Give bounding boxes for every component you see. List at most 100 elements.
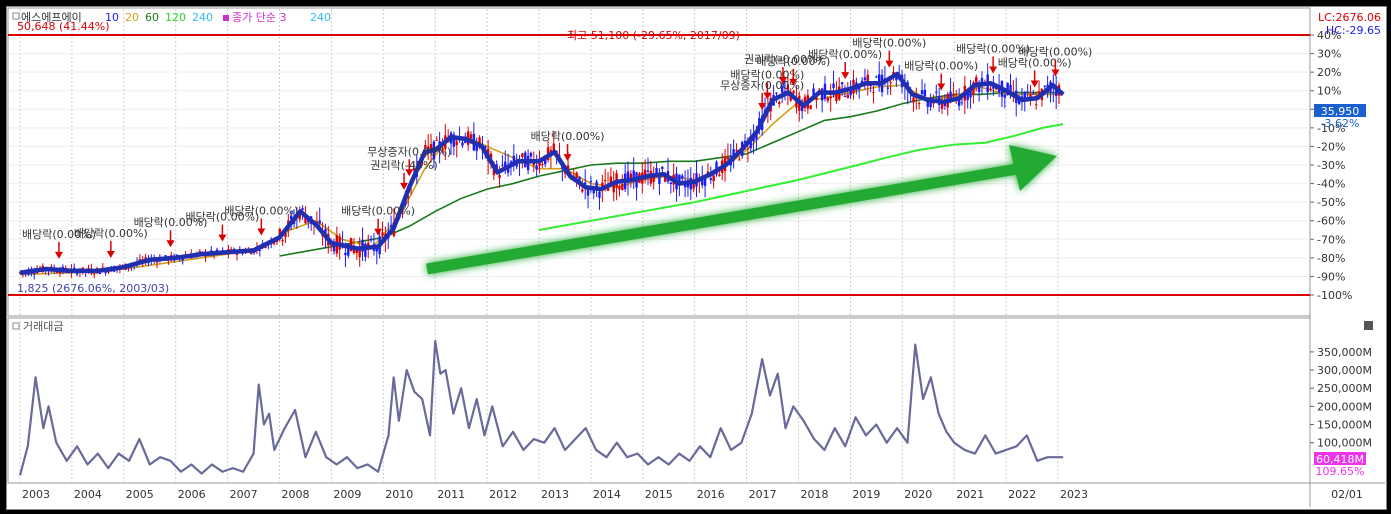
candle-body [492, 169, 496, 176]
candle-body [1003, 94, 1007, 98]
panel-menu-icon[interactable] [1364, 321, 1373, 330]
candle-body [349, 237, 353, 252]
event-arrow-icon [166, 240, 175, 248]
ma-line-120 [538, 123, 1064, 231]
event-label: 배당락(0.00%) [224, 205, 298, 218]
event-marker[interactable]: 권리락(-45%) [370, 159, 438, 190]
event-marker[interactable]: 배당락(0.00%) [74, 227, 148, 258]
event-marker[interactable]: 배당락(0.00%) [904, 60, 978, 91]
candle-body [595, 181, 598, 187]
event-label: 권리락(-0.00%) [744, 53, 822, 66]
candle-body [786, 84, 790, 92]
event-arrow-icon [989, 66, 998, 74]
candle-body [552, 143, 555, 153]
event-marker[interactable]: 배당락(0.00%) [956, 43, 1030, 74]
event-marker[interactable]: 배당락(0.00%) [756, 55, 830, 86]
candle-body [307, 220, 310, 223]
candle-body [912, 97, 915, 103]
event-marker[interactable]: 배당락(0.00%) [185, 211, 259, 242]
candle-body [475, 145, 478, 152]
event-marker[interactable]: 배당락(0.00%) [22, 228, 96, 259]
candle-body [541, 163, 544, 165]
event-marker[interactable]: 배당락(0.00%) [852, 37, 926, 68]
candle-body [301, 208, 304, 210]
candle-body [863, 77, 867, 81]
candle-body [1020, 96, 1024, 99]
candle-body [512, 155, 516, 166]
event-marker[interactable]: 배당락(0.00%) [1018, 45, 1092, 77]
event-arrow-icon [1051, 69, 1060, 77]
x-tick-label: 2023 [1060, 488, 1088, 501]
event-label: 배당락(0.00%) [74, 227, 148, 240]
y-tick-label: 40% [1317, 29, 1341, 42]
candle-body [464, 140, 467, 144]
candle-body [629, 173, 633, 180]
candle-body [592, 189, 595, 194]
candle-body [298, 212, 301, 220]
candle-body [1026, 91, 1029, 93]
candle-body [575, 172, 578, 179]
event-arrow-icon [778, 77, 787, 85]
square-icon [223, 15, 229, 21]
y-tick-label: 30% [1317, 48, 1341, 61]
candle-body [632, 170, 635, 181]
ma-period-label: 120 [165, 11, 186, 24]
candle-body [809, 105, 812, 109]
ma-line-60 [279, 91, 1064, 257]
candle-body [272, 242, 276, 244]
event-marker[interactable]: 배당락(0.00%) [531, 130, 605, 162]
candle-body [381, 232, 384, 236]
candle-body [478, 137, 481, 147]
candle-body [626, 171, 630, 183]
x-tick-label: 2016 [697, 488, 725, 501]
candle-body [703, 177, 707, 186]
event-marker[interactable]: 권리락(-0.00%) [744, 53, 822, 85]
event-arrow-icon [937, 83, 946, 91]
event-marker[interactable]: 배당락(0.00%) [224, 205, 298, 236]
candle-body [920, 90, 924, 95]
candle-body [93, 273, 96, 275]
candle-body [935, 91, 938, 93]
candle-body [775, 92, 778, 94]
candle-body [55, 271, 59, 273]
candle-body [578, 176, 581, 181]
candle-body [917, 103, 921, 105]
event-label: 배당락(0.00%) [134, 216, 208, 229]
y-tick-label: -40% [1317, 178, 1345, 191]
ma-period-label: 10 [105, 11, 119, 24]
event-marker[interactable]: 배당락(0.00%) [808, 48, 882, 80]
x-tick-label: 2022 [1008, 488, 1036, 501]
candle-body [678, 174, 681, 185]
candle-body [501, 164, 504, 166]
event-marker[interactable]: 배당락(0.00%) [998, 56, 1072, 88]
event-label: 배당락(0.00%) [852, 37, 926, 50]
event-marker[interactable]: 배당락(0.00%) [134, 216, 208, 248]
candle-body [278, 228, 281, 237]
candle-body [926, 101, 929, 107]
candle-body [658, 176, 661, 184]
y-tick-label: 200,000M [1317, 400, 1372, 413]
candle-body [706, 171, 710, 174]
event-marker[interactable]: 무상증자(0.00%) [367, 145, 451, 177]
event-arrow-icon [563, 154, 572, 162]
x-tick-label: 2010 [385, 488, 413, 501]
candle-body [367, 242, 370, 248]
ma-period-list: 10 20 60 120 240 [105, 11, 213, 24]
candle-body [712, 175, 715, 182]
chart-svg: 배당락(0.00%)배당락(0.00%)배당락(0.00%)배당락(0.00%)… [7, 7, 1385, 507]
candle-body [1023, 92, 1026, 102]
candle-body [755, 132, 758, 140]
candle-body [661, 166, 664, 169]
candle-body [929, 98, 932, 108]
candle-body [1009, 84, 1012, 94]
candle-body [412, 168, 416, 171]
x-tick-label: 2011 [437, 488, 465, 501]
candle-body [957, 97, 961, 106]
candle-body [646, 170, 650, 172]
candle-body [866, 74, 869, 86]
candle-body [895, 77, 898, 81]
candle-body [1035, 104, 1038, 106]
event-marker[interactable]: 배당락(0.00%) [341, 205, 415, 236]
event-arrow-icon [763, 92, 772, 100]
candle-body [792, 91, 795, 94]
